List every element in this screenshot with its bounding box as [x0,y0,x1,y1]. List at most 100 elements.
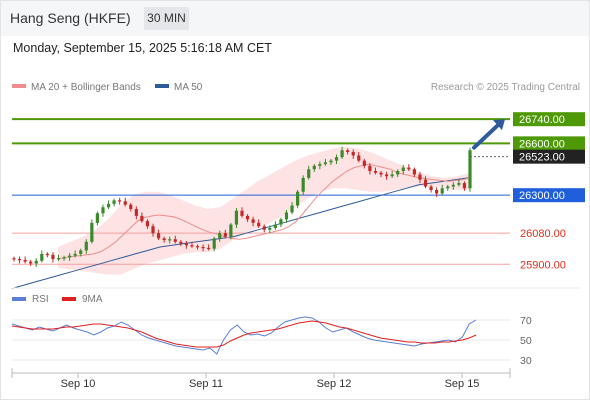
candle-body [190,245,194,247]
rsi-legend-swatch [62,297,76,301]
ma20-line [57,163,471,260]
candle-body [118,200,122,202]
candle-body [23,259,27,262]
candle-body [207,247,211,250]
candle-body [229,224,233,237]
candle-body [468,150,472,189]
candle-body [129,204,133,209]
candle-body [418,174,422,180]
candle-body [34,260,38,264]
candle-body [396,171,400,175]
candle-body [462,183,467,189]
candle-body [12,258,16,260]
candle-body [384,174,389,177]
candle-body [79,250,83,254]
rsi-legend-swatch [12,297,26,301]
rsi-line [11,316,477,355]
candle-body [423,179,428,187]
candle-body [390,174,394,177]
candle-body [95,213,100,223]
candle-body [357,155,361,161]
rsi-tick-label: 50 [520,335,532,347]
timeframe-button[interactable]: 30 MIN [144,7,189,30]
x-tick-label: Sep 12 [317,378,352,390]
level-label: 26600.00 [519,138,565,150]
candle-body [307,169,311,178]
candle-body [240,210,244,216]
candle-body [318,164,322,166]
candle-body [156,233,161,239]
candle-body [362,160,366,166]
candle-body [379,172,383,175]
candle-body [201,247,205,249]
level-label-box [513,112,585,127]
rsi-ma-line [11,320,477,348]
level-label-box [513,149,585,164]
candle-body [84,241,88,251]
x-tick-label: Sep 10 [61,378,96,390]
bollinger-band-fill [58,146,470,275]
credit-text: Research © 2025 Trading Central [431,82,580,93]
candle-body [257,222,261,227]
candle-body [245,215,250,220]
candle-body [173,239,177,242]
candle-body [140,215,144,222]
legend-label: MA 20 + Bollinger Bands [31,82,141,93]
level-label-box [513,188,585,203]
candle-body [284,212,289,220]
candle-body [273,224,277,228]
x-tick-label: Sep 11 [189,378,223,390]
instrument-title: Hang Seng (HKFE) [10,10,131,26]
candle-body [296,191,300,206]
candle-body [262,226,266,230]
candle-body [62,257,66,259]
candle-body [446,186,450,189]
candle-body [368,165,372,171]
legend-swatch [155,84,169,88]
candle-body [440,188,444,194]
candle-body [279,219,283,225]
candle-body [29,261,33,264]
candle-body [162,238,166,241]
candle-body [45,253,49,256]
forecast-arrow-shaft [472,121,502,150]
candle-body [56,258,61,260]
candle-body [401,167,405,171]
candle-body [451,184,455,187]
candle-body [346,150,350,152]
candle-body [40,253,44,261]
timestamp: Monday, September 15, 2025 5:16:18 AM CE… [13,41,272,55]
candle-body [17,259,22,261]
candle-body [329,160,333,163]
candle-body [429,186,433,190]
candle-body [184,243,188,246]
candle-body [195,246,200,248]
rsi-legend-label: 9MA [82,294,103,305]
candle-body [218,233,222,239]
level-label: 26523.00 [519,152,565,164]
candle-body [145,221,150,227]
level-label: 26300.00 [519,190,565,202]
candle-body [168,239,172,241]
candle-body [251,219,255,223]
candle-body [334,157,339,161]
candle-body [457,183,461,185]
candle-body [212,238,216,249]
candle-body [134,209,138,216]
level-label-box [513,136,585,151]
candle-body [101,207,105,214]
candle-body [323,162,328,165]
candle-body [412,169,416,175]
forecast-arrow-head [493,119,505,131]
chart-header: Hang Seng (HKFE) 30 MIN [0,0,590,36]
candle-body [351,152,355,156]
level-label: 26080.00 [520,228,566,240]
candle-body [234,210,239,225]
candle-body [112,200,116,204]
candle-body [373,171,378,173]
candle-body [123,201,127,205]
candle-body [68,255,72,258]
level-label: 26740.00 [519,114,565,126]
candle-body [73,253,77,256]
